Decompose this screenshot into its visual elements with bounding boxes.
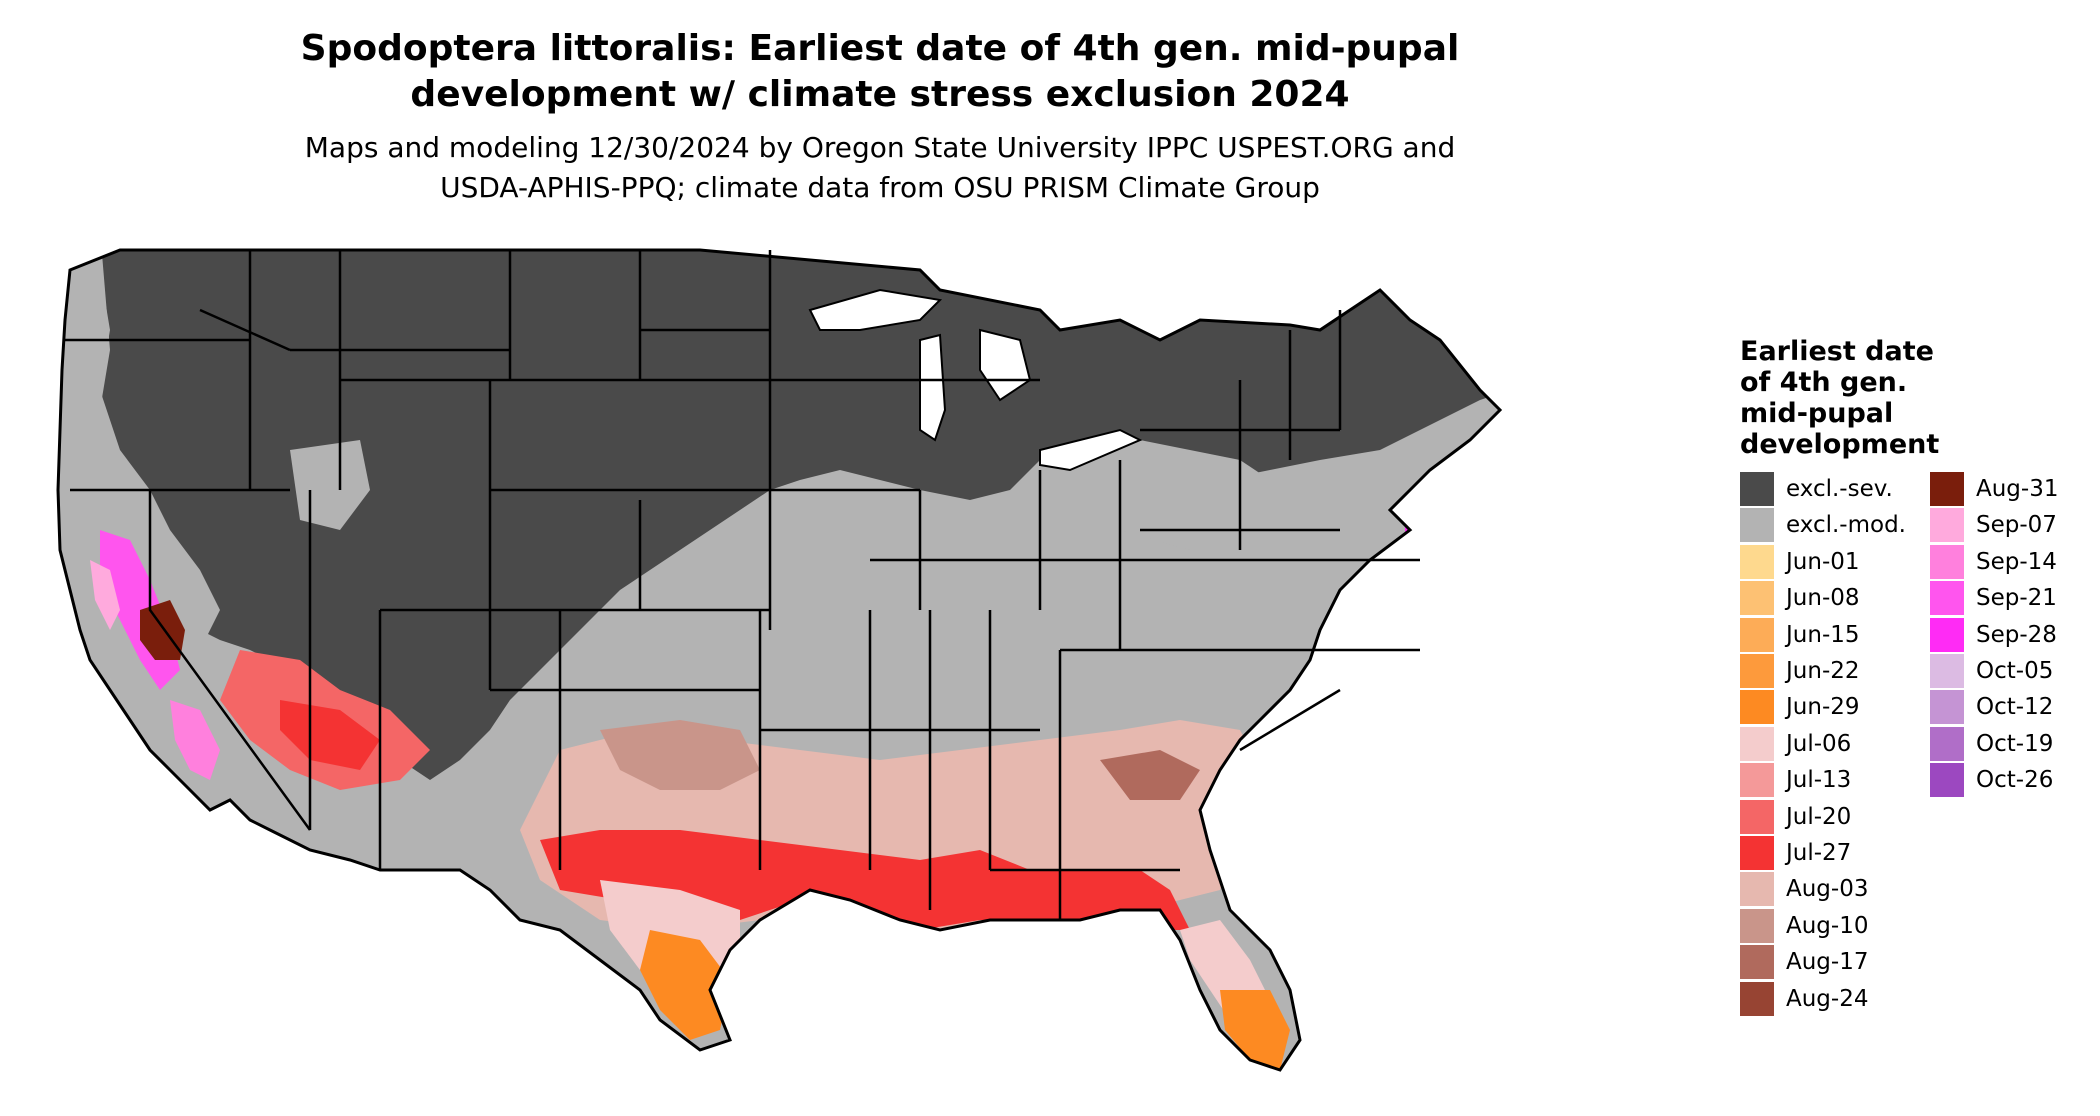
legend-label: Jun-01 <box>1786 548 1860 575</box>
legend-swatch <box>1740 763 1774 798</box>
map-title: Spodoptera littoralis: Earliest date of … <box>180 26 1580 118</box>
legend-swatch <box>1740 836 1774 870</box>
legend-swatch <box>1740 508 1774 543</box>
legend-label: Aug-17 <box>1786 949 1869 976</box>
legend-swatch <box>1930 472 1964 506</box>
legend-swatch <box>1740 617 1774 652</box>
legend-label: Oct-19 <box>1976 730 2054 757</box>
legend-swatch <box>1930 726 1964 761</box>
legend-label: Sep-21 <box>1976 585 2057 612</box>
zone-aug-31-death-valley <box>140 600 185 660</box>
zone-jun-29-florida <box>1220 990 1290 1070</box>
legend-swatch <box>1740 544 1774 579</box>
lake-michigan <box>919 333 947 442</box>
legend-label: Aug-03 <box>1786 876 1869 903</box>
lake-superior <box>808 288 943 331</box>
legend-label: Aug-10 <box>1786 912 1869 939</box>
lake-erie <box>1039 428 1143 472</box>
legend-swatch <box>1740 654 1774 688</box>
legend-swatch <box>1930 544 1964 579</box>
legend-label: Sep-14 <box>1976 548 2057 575</box>
us-map-svg <box>56 248 1503 1072</box>
zone-sep-socal <box>170 700 220 780</box>
legend-swatch <box>1740 581 1774 616</box>
legend-swatch <box>1930 654 1964 688</box>
legend-label: Jun-15 <box>1786 621 1860 648</box>
legend-swatch <box>1930 690 1964 725</box>
legend-swatch <box>1740 945 1774 980</box>
legend-swatch <box>1930 617 1964 652</box>
legend-label: Jul-20 <box>1786 803 1852 830</box>
zone-sep-07-central-valley <box>90 560 120 630</box>
legend-swatch <box>1740 981 1774 1016</box>
legend-swatch <box>1740 726 1774 761</box>
legend-swatch <box>1740 472 1774 506</box>
map-title-line-1: Spodoptera littoralis: Earliest date of … <box>300 28 1460 69</box>
legend-label: Jun-22 <box>1786 658 1860 684</box>
legend-swatch <box>1930 581 1964 616</box>
legend: Earliest date of 4th gen. mid-pupal deve… <box>1740 336 2080 1032</box>
legend-label: Oct-26 <box>1976 767 2054 794</box>
legend-label: Jun-29 <box>1786 694 1860 721</box>
legend-title-line-4: development <box>1740 429 1940 460</box>
zone-jul-27-southwest <box>280 700 380 770</box>
legend-swatch <box>1930 763 1964 798</box>
legend-label: excl.-mod. <box>1786 512 1906 539</box>
legend-label: excl.-sev. <box>1786 476 1893 502</box>
state-borders <box>65 250 1420 920</box>
legend-swatch <box>1930 508 1964 543</box>
legend-title: Earliest date of 4th gen. mid-pupal deve… <box>1740 336 2080 460</box>
legend-label: Jul-13 <box>1786 767 1852 794</box>
zone-jun-29-texas <box>640 930 730 1040</box>
map-title-line-2: development w/ climate stress exclusion … <box>410 74 1350 115</box>
zone-excl-severe-north <box>90 250 1500 780</box>
legend-label: Jun-08 <box>1786 585 1860 612</box>
legend-label: Jul-06 <box>1786 730 1852 757</box>
legend-swatch <box>1740 799 1774 834</box>
legend-label: Oct-05 <box>1976 658 2054 684</box>
legend-label: Sep-28 <box>1976 621 2057 648</box>
legend-title-line-2: of 4th gen. <box>1740 367 1908 398</box>
legend-title-line-1: Earliest date <box>1740 336 1934 367</box>
zone-aug-17 <box>1100 750 1200 800</box>
map-subtitle-line-1: Maps and modeling 12/30/2024 by Oregon S… <box>304 131 1456 164</box>
map-subtitle-line-2: USDA-APHIS-PPQ; climate data from OSU PR… <box>440 171 1320 204</box>
legend-label: Aug-31 <box>1976 476 2059 502</box>
legend-title-line-3: mid-pupal <box>1740 398 1894 429</box>
zone-excl-mod-westcoast <box>58 270 220 670</box>
legend-swatch <box>1740 908 1774 943</box>
legend-label: Jul-27 <box>1786 840 1852 866</box>
zone-sep-07-outer-banks <box>1435 590 1452 618</box>
us-outline <box>56 248 1503 1072</box>
legend-swatch <box>1740 872 1774 907</box>
legend-label: Oct-12 <box>1976 694 2054 721</box>
legend-columns: excl.-sev. excl.-mod. Jun-01 Jun-08 Jun-15 Ju… <box>1740 472 2080 1032</box>
legend-label: Aug-24 <box>1786 985 1869 1012</box>
zone-aug-24-outer-banks <box>1410 595 1445 630</box>
us-map <box>40 230 1700 1090</box>
legend-swatch <box>1740 690 1774 725</box>
zone-aug-10 <box>600 720 760 790</box>
map-subtitle: Maps and modeling 12/30/2024 by Oregon S… <box>180 128 1580 208</box>
lake-huron <box>979 328 1032 402</box>
legend-label: Sep-07 <box>1976 512 2057 539</box>
